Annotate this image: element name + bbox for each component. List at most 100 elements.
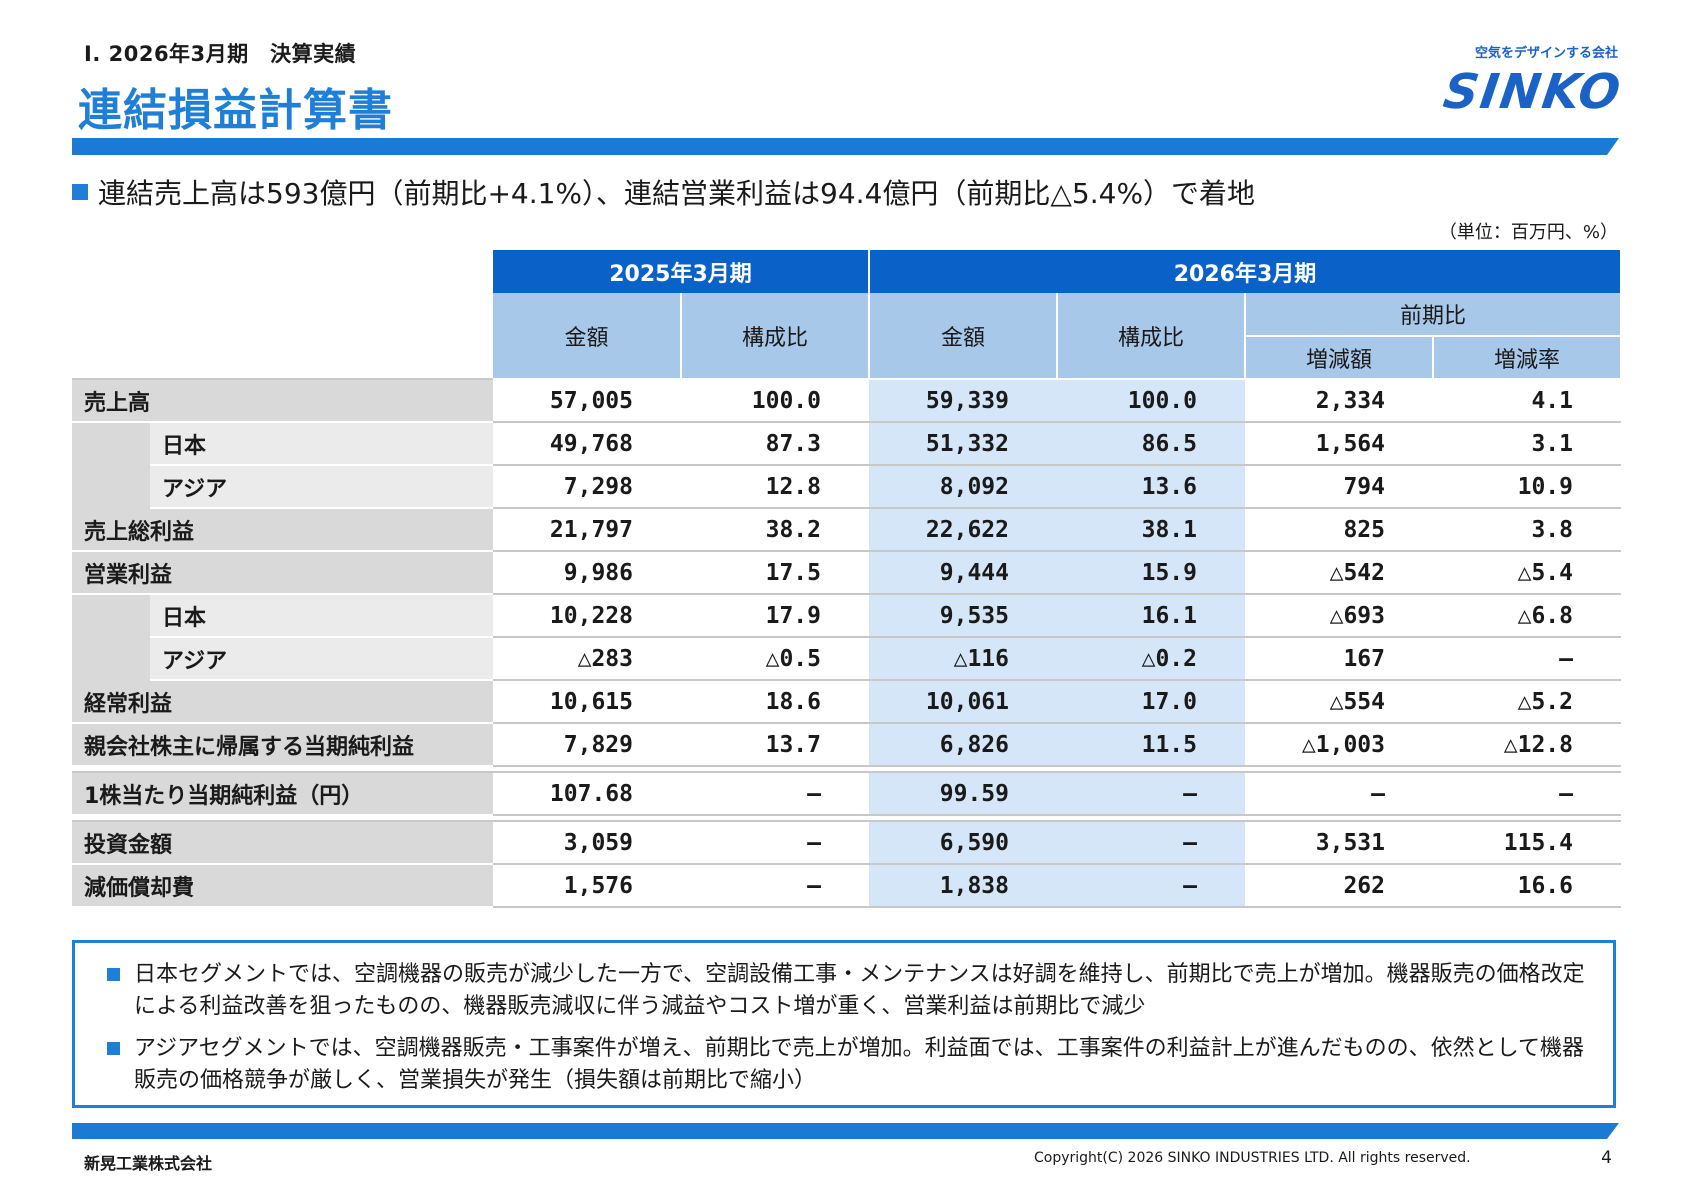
table-row: 1株当たり当期純利益（円） 107.68 ― 99.59 ― ― ― (72, 772, 1621, 816)
table-cell: 10.9 (1433, 465, 1621, 509)
table-cell: ― (1433, 772, 1621, 816)
table-cell: 13.7 (681, 723, 869, 767)
col-amount-curr: 金額 (869, 293, 1058, 380)
table-cell: 99.59 (869, 772, 1057, 816)
table-cell: 2,334 (1245, 379, 1433, 423)
row-label: アジア (150, 637, 493, 681)
col-change: 増減額 (1245, 336, 1434, 380)
table-cell: △693 (1245, 594, 1433, 638)
table-cell: 10,615 (493, 680, 681, 724)
headline-text: 連結売上高は593億円（前期比+4.1%）、連結営業利益は94.4億円（前期比△… (98, 177, 1256, 210)
footer-copyright: Copyright(C) 2026 SINKO INDUSTRIES LTD. … (1034, 1150, 1471, 1166)
commentary-text-japan: 日本セグメントでは、空調機器の販売が減少した一方で、空調設備工事・メンテナンスは… (134, 962, 1585, 1019)
table-row: アジア 7,298 12.8 8,092 13.6 794 10.9 (72, 465, 1621, 509)
col-ratio-prev: 構成比 (681, 293, 870, 380)
commentary-item: アジアセグメントでは、空調機器販売・工事案件が増え、前期比で売上が増加。利益面で… (103, 1033, 1585, 1097)
period-prev-header: 2025年3月期 (493, 250, 870, 293)
row-label: 投資金額 (72, 821, 493, 865)
company-tagline: 空気をデザインする会社 (1474, 46, 1618, 61)
row-label: 経常利益 (72, 680, 493, 724)
table-row: 経常利益 10,615 18.6 10,061 17.0 △554 △5.2 (72, 680, 1621, 724)
bullet-square-icon (107, 968, 120, 981)
table-cell: ― (1245, 772, 1433, 816)
table-row: 売上高 57,005 100.0 59,339 100.0 2,334 4.1 (72, 379, 1621, 423)
table-cell: 100.0 (681, 379, 869, 423)
table-cell: △554 (1245, 680, 1433, 724)
table-row: 日本 49,768 87.3 51,332 86.5 1,564 3.1 (72, 422, 1621, 466)
commentary-item: 日本セグメントでは、空調機器の販売が減少した一方で、空調設備工事・メンテナンスは… (103, 959, 1585, 1023)
row-label: 日本 (150, 422, 493, 466)
row-label: 日本 (150, 594, 493, 638)
table-cell: 10,228 (493, 594, 681, 638)
col-change-rate: 増減率 (1433, 336, 1622, 380)
table-cell: ― (1433, 637, 1621, 681)
table-cell: 38.1 (1057, 508, 1245, 552)
table-cell: 8,092 (869, 465, 1057, 509)
table-cell: 87.3 (681, 422, 869, 466)
table-cell: △5.2 (1433, 680, 1621, 724)
page-number: 4 (1601, 1148, 1612, 1168)
col-amount-prev: 金額 (493, 293, 682, 380)
table-cell: 1,838 (869, 864, 1057, 908)
table-cell: 6,590 (869, 821, 1057, 865)
table-cell: 38.2 (681, 508, 869, 552)
table-row: 営業利益 9,986 17.5 9,444 15.9 △542 △5.4 (72, 551, 1621, 595)
footer-company: 新晃工業株式会社 (84, 1154, 213, 1173)
company-logo: SINKO (1440, 64, 1626, 120)
table-row: 投資金額 3,059 ― 6,590 ― 3,531 115.4 (72, 821, 1621, 865)
table-cell: ― (681, 864, 869, 908)
table-cell: 1,576 (493, 864, 681, 908)
table-cell: 57,005 (493, 379, 681, 423)
table-cell: 115.4 (1433, 821, 1621, 865)
table-row: アジア △283 △0.5 △116 △0.2 167 ― (72, 637, 1621, 681)
table-cell: 7,829 (493, 723, 681, 767)
table-cell: △5.4 (1433, 551, 1621, 595)
table-cell: 16.6 (1433, 864, 1621, 908)
summary-headline: 連結売上高は593億円（前期比+4.1%）、連結営業利益は94.4億円（前期比△… (72, 172, 1255, 212)
table-cell: 107.68 (493, 772, 681, 816)
footer-divider (72, 1123, 1619, 1139)
row-label: 営業利益 (72, 551, 493, 595)
row-label: 売上総利益 (72, 508, 493, 552)
table-cell: ― (681, 821, 869, 865)
bullet-square-icon (107, 1042, 120, 1055)
table-cell: 16.1 (1057, 594, 1245, 638)
bullet-square-icon (72, 184, 88, 200)
table-cell: △0.5 (681, 637, 869, 681)
row-label: 売上高 (72, 379, 493, 423)
table-cell: 9,444 (869, 551, 1057, 595)
table-cell: 3.1 (1433, 422, 1621, 466)
header-divider (72, 138, 1619, 155)
table-cell: 4.1 (1433, 379, 1621, 423)
table-cell: 17.0 (1057, 680, 1245, 724)
table-row: 親会社株主に帰属する当期純利益 7,829 13.7 6,826 11.5 △1,003 △… (72, 723, 1621, 767)
table-body: 売上高 57,005 100.0 59,339 100.0 2,334 4.1 日本 49,76… (72, 379, 1621, 908)
table-row: 減価償却費 1,576 ― 1,838 ― 262 16.6 (72, 864, 1621, 908)
period-curr-header: 2026年3月期 (869, 250, 1622, 293)
table-cell: 9,535 (869, 594, 1057, 638)
table-cell: △542 (1245, 551, 1433, 595)
table-cell: △116 (869, 637, 1057, 681)
table-cell: 6,826 (869, 723, 1057, 767)
table-cell: △6.8 (1433, 594, 1621, 638)
table-cell: 17.5 (681, 551, 869, 595)
table-cell: 825 (1245, 508, 1433, 552)
page-title: 連結損益計算書 (78, 85, 393, 136)
table-cell: 167 (1245, 637, 1433, 681)
table-cell: 100.0 (1057, 379, 1245, 423)
table-cell: 7,298 (493, 465, 681, 509)
table-cell: 10,061 (869, 680, 1057, 724)
table-cell: 11.5 (1057, 723, 1245, 767)
table-cell: 262 (1245, 864, 1433, 908)
table-cell: △1,003 (1245, 723, 1433, 767)
table-cell: 18.6 (681, 680, 869, 724)
section-label: Ⅰ. 2026年3月期 決算実績 (84, 42, 357, 66)
table-cell: 794 (1245, 465, 1433, 509)
table-cell: 1,564 (1245, 422, 1433, 466)
table-cell: 59,339 (869, 379, 1057, 423)
unit-note: （単位：百万円、%） (1438, 222, 1618, 243)
table-cell: 49,768 (493, 422, 681, 466)
table-cell: ― (1057, 772, 1245, 816)
table-cell: 9,986 (493, 551, 681, 595)
row-label: 親会社株主に帰属する当期純利益 (72, 723, 493, 767)
